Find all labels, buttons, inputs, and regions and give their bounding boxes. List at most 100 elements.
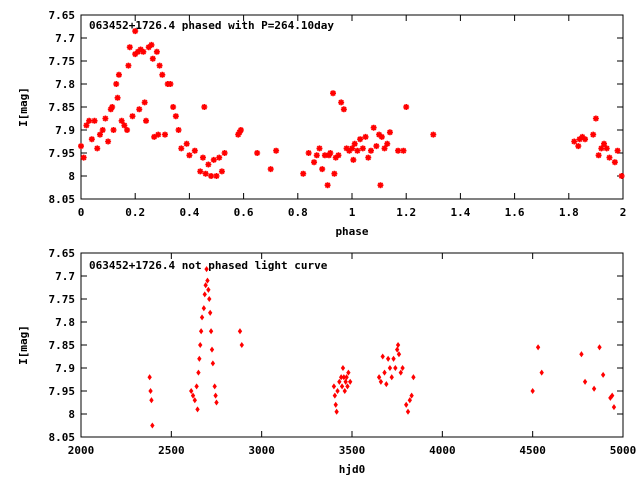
plot-frame — [80, 14, 624, 200]
x-tick-label: 2500 — [158, 444, 185, 457]
y-tick-label: 7.75 — [49, 55, 76, 68]
data-point — [377, 182, 384, 189]
data-point — [189, 387, 194, 395]
data-point — [405, 408, 411, 415]
data-points — [78, 28, 625, 189]
y-tick: 7.65 — [49, 247, 623, 260]
x-tick: 3000 — [248, 253, 275, 457]
data-point — [614, 147, 621, 154]
data-point — [121, 122, 128, 129]
data-point — [327, 150, 334, 156]
data-point — [349, 145, 355, 152]
data-point — [376, 374, 382, 381]
data-point — [381, 145, 388, 152]
data-point — [199, 154, 206, 161]
data-point — [334, 408, 339, 415]
data-point — [199, 314, 205, 321]
data-point — [204, 266, 209, 273]
x-axis-label: hjd0 — [339, 463, 366, 476]
x-tick: 0 — [78, 15, 84, 219]
y-axis-label: I[mag] — [17, 87, 30, 127]
x-tick: 3500 — [339, 253, 365, 457]
data-point — [321, 152, 328, 159]
data-point — [340, 364, 346, 372]
data-point — [99, 127, 106, 133]
data-point — [91, 117, 98, 124]
data-point — [354, 147, 361, 154]
data-point — [530, 387, 535, 395]
data-point — [208, 173, 215, 179]
x-tick: 4000 — [429, 253, 456, 457]
y-tick-label: 8 — [68, 408, 75, 421]
y-tick-label: 7.75 — [49, 293, 76, 306]
x-tick: 0.4 — [179, 15, 200, 219]
x-tick: 0.6 — [234, 15, 254, 219]
data-point — [96, 131, 103, 138]
y-tick: 8.05 — [49, 431, 623, 444]
y-tick-label: 8.05 — [49, 431, 76, 444]
data-point — [357, 136, 364, 143]
data-point — [129, 113, 136, 120]
data-point — [343, 145, 350, 152]
y-axis-ticks: 7.65 7.7 7.75 7.8 7.85 7.9 7.95 8 8.05 — [49, 9, 623, 206]
x-tick-label: 0.4 — [179, 206, 199, 219]
data-point — [351, 140, 358, 147]
data-point — [216, 154, 223, 161]
data-point — [105, 138, 112, 145]
data-point — [94, 145, 101, 152]
data-point — [109, 104, 116, 110]
x-tick: 1.4 — [450, 15, 471, 219]
data-point — [78, 143, 84, 150]
unphased-light-curve-plot: 7.65 7.7 7.75 7.8 7.85 7.9 7.95 8 8.05 2000 2500 3… — [17, 247, 636, 476]
data-point — [403, 104, 410, 110]
data-point — [333, 401, 338, 408]
x-tick: 5000 — [610, 253, 636, 457]
data-point — [394, 346, 400, 353]
data-point — [380, 353, 385, 360]
y-tick-label: 7.85 — [49, 339, 76, 352]
data-point — [207, 295, 212, 303]
data-point — [149, 55, 156, 62]
data-point — [145, 44, 152, 51]
data-point — [384, 381, 389, 388]
data-point — [137, 46, 144, 53]
data-points — [147, 266, 617, 429]
data-point — [213, 173, 220, 179]
x-tick-label: 1.6 — [505, 206, 525, 219]
data-point — [124, 127, 131, 133]
data-point — [197, 168, 204, 175]
data-point — [167, 81, 174, 87]
data-point — [342, 387, 347, 395]
data-point — [600, 371, 606, 378]
data-point — [198, 328, 204, 335]
x-tick-label: 3000 — [248, 444, 275, 457]
y-tick: 7.75 — [49, 55, 623, 68]
y-axis-ticks: 7.65 7.7 7.75 7.8 7.85 7.9 7.95 8 8.05 — [49, 247, 623, 444]
x-tick: 0.2 — [125, 15, 145, 219]
x-tick: 2000 — [68, 253, 94, 457]
x-tick-label: 1.8 — [559, 206, 579, 219]
data-point — [404, 401, 409, 408]
data-point — [335, 387, 340, 395]
data-point — [183, 140, 190, 147]
y-tick: 7.65 — [49, 9, 623, 22]
data-point — [400, 147, 407, 154]
data-point — [597, 344, 602, 351]
data-point — [575, 143, 582, 150]
data-point — [332, 154, 339, 161]
y-tick: 7.75 — [49, 293, 623, 306]
y-tick-label: 7.9 — [55, 362, 75, 375]
data-point — [603, 145, 610, 152]
y-tick: 7.9 — [55, 362, 623, 375]
data-point — [609, 392, 615, 399]
data-point — [267, 166, 274, 173]
data-point — [147, 374, 152, 381]
data-point — [208, 309, 213, 316]
data-point — [362, 133, 369, 140]
data-point — [319, 166, 326, 173]
x-axis-label: phase — [335, 225, 368, 238]
data-point — [210, 156, 217, 163]
data-point — [348, 378, 353, 385]
data-point — [387, 364, 393, 372]
y-tick-label: 8.05 — [49, 193, 76, 206]
